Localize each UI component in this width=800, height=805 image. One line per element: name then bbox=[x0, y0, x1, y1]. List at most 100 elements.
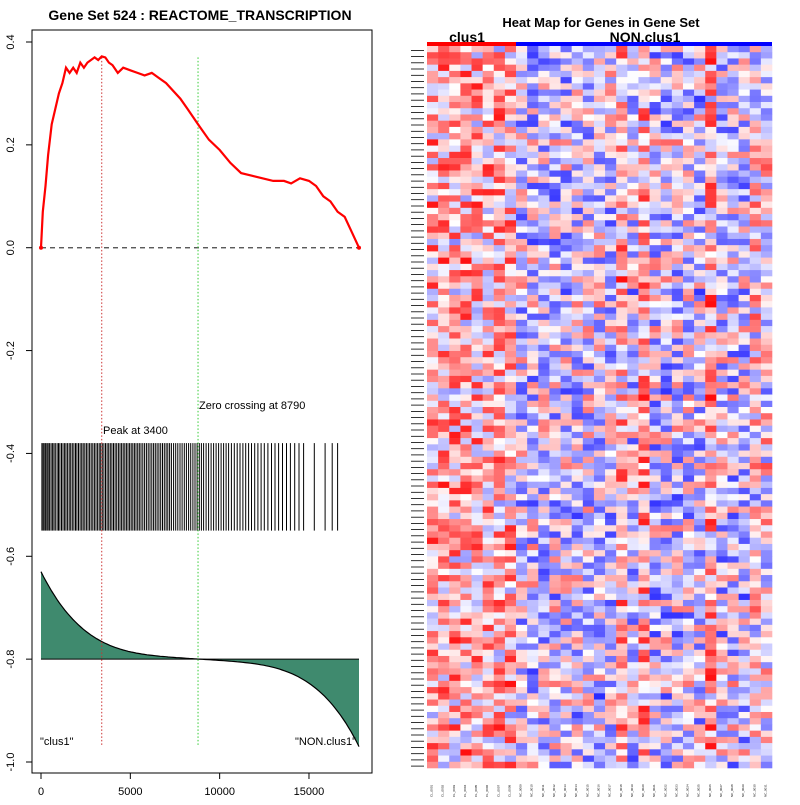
heatmap-cell bbox=[738, 606, 751, 613]
heatmap-cell bbox=[560, 556, 572, 563]
heatmap-cell bbox=[527, 637, 539, 644]
heatmap-cell bbox=[716, 743, 728, 750]
heatmap-cell bbox=[749, 108, 762, 115]
heatmap-cell bbox=[671, 120, 684, 128]
heatmap-cell bbox=[671, 736, 684, 744]
heatmap-cell bbox=[660, 456, 673, 464]
heatmap-cell bbox=[449, 394, 461, 402]
heatmap-cell bbox=[682, 519, 695, 526]
heatmap-cell bbox=[527, 743, 539, 750]
heatmap-cell bbox=[627, 680, 639, 688]
heatmap-cell bbox=[482, 338, 495, 346]
heatmap-cell bbox=[694, 575, 706, 582]
heatmap-cell bbox=[705, 214, 717, 221]
heatmap-cell bbox=[582, 176, 595, 184]
heatmap-cell bbox=[493, 444, 506, 451]
heatmap-cell bbox=[516, 220, 528, 227]
heatmap-cell bbox=[605, 680, 617, 688]
heatmap-cell bbox=[627, 164, 639, 171]
heatmap-cell bbox=[760, 207, 773, 215]
heatmap-cell bbox=[749, 400, 762, 408]
heatmap-group-label-non-clus1: NON.clus1 bbox=[610, 29, 681, 45]
heatmap-cell bbox=[716, 575, 728, 582]
heatmap-cell bbox=[705, 537, 717, 545]
heatmap-cell bbox=[482, 170, 495, 177]
heatmap-cell bbox=[582, 170, 595, 177]
heatmap-cell bbox=[593, 307, 606, 314]
heatmap-cell bbox=[627, 525, 639, 532]
heatmap-cell bbox=[616, 743, 628, 750]
heatmap-cell bbox=[738, 350, 751, 358]
heatmap-cell bbox=[516, 525, 528, 532]
heatmap-cell bbox=[616, 487, 628, 495]
heatmap-cell bbox=[516, 214, 528, 221]
heatmap-cell bbox=[438, 357, 450, 364]
heatmap-cell bbox=[694, 425, 706, 433]
heatmap-cell bbox=[727, 332, 739, 339]
heatmap-cell bbox=[705, 543, 717, 551]
heatmap-cell bbox=[504, 413, 517, 420]
heatmap-cell bbox=[516, 170, 528, 177]
heatmap-cell bbox=[527, 693, 539, 700]
heatmap-cell bbox=[527, 761, 539, 769]
heatmap-cell bbox=[549, 400, 561, 408]
heatmap-cell bbox=[760, 89, 773, 97]
heatmap-cell bbox=[682, 407, 695, 414]
heatmap-cell bbox=[605, 674, 617, 682]
heatmap-cell bbox=[727, 77, 739, 84]
heatmap-cell bbox=[649, 643, 662, 651]
heatmap-cell bbox=[638, 158, 650, 165]
heatmap-cell bbox=[694, 332, 706, 339]
heatmap-cell bbox=[649, 649, 662, 657]
heatmap-cell bbox=[460, 226, 472, 234]
heatmap-cell bbox=[427, 407, 439, 414]
heatmap-cell bbox=[749, 612, 762, 619]
column-label: CL_0006 bbox=[485, 784, 489, 797]
heatmap-cell bbox=[460, 102, 472, 109]
heatmap-cell bbox=[504, 245, 517, 252]
heatmap-cell bbox=[682, 500, 695, 507]
heatmap-cell bbox=[627, 475, 639, 482]
heatmap-cell bbox=[616, 543, 628, 551]
heatmap-cell bbox=[527, 711, 539, 719]
heatmap-cell bbox=[538, 736, 550, 744]
heatmap-cell bbox=[694, 419, 706, 426]
heatmap-cell bbox=[527, 543, 539, 551]
heatmap-cell bbox=[516, 662, 528, 669]
heatmap-cell bbox=[460, 543, 472, 551]
heatmap-cell bbox=[582, 164, 595, 171]
heatmap-cell bbox=[671, 531, 684, 538]
heatmap-cell bbox=[427, 46, 439, 53]
heatmap-cell bbox=[605, 58, 617, 65]
heatmap-cell bbox=[694, 288, 706, 296]
heatmap-cell bbox=[705, 724, 717, 731]
heatmap-cell bbox=[593, 724, 606, 731]
heatmap-cell bbox=[449, 456, 461, 464]
heatmap-cell bbox=[571, 182, 584, 190]
heatmap-cell bbox=[493, 450, 506, 458]
heatmap-cell bbox=[605, 201, 617, 209]
heatmap-cell bbox=[527, 394, 539, 402]
heatmap-cell bbox=[493, 687, 506, 694]
heatmap-cell bbox=[438, 270, 450, 277]
heatmap-cell bbox=[516, 145, 528, 153]
heatmap-cell bbox=[493, 58, 506, 65]
heatmap-cell bbox=[616, 537, 628, 545]
heatmap-cell bbox=[493, 332, 506, 339]
heatmap-cell bbox=[605, 456, 617, 464]
heatmap-cell bbox=[449, 568, 461, 576]
heatmap-cell bbox=[493, 151, 506, 159]
heatmap-cell bbox=[538, 350, 550, 358]
heatmap-cell bbox=[627, 556, 639, 563]
heatmap-cell bbox=[482, 77, 495, 84]
heatmap-cell bbox=[549, 70, 561, 78]
heatmap-cell bbox=[427, 637, 439, 644]
heatmap-cell bbox=[660, 587, 673, 595]
heatmap-cell bbox=[616, 326, 628, 333]
heatmap-cell bbox=[705, 182, 717, 190]
heatmap-cell bbox=[593, 562, 606, 570]
column-label: NC_0031 bbox=[763, 784, 767, 797]
heatmap-cell bbox=[727, 649, 739, 657]
heatmap-cell bbox=[504, 388, 517, 395]
heatmap-cell bbox=[738, 357, 751, 364]
